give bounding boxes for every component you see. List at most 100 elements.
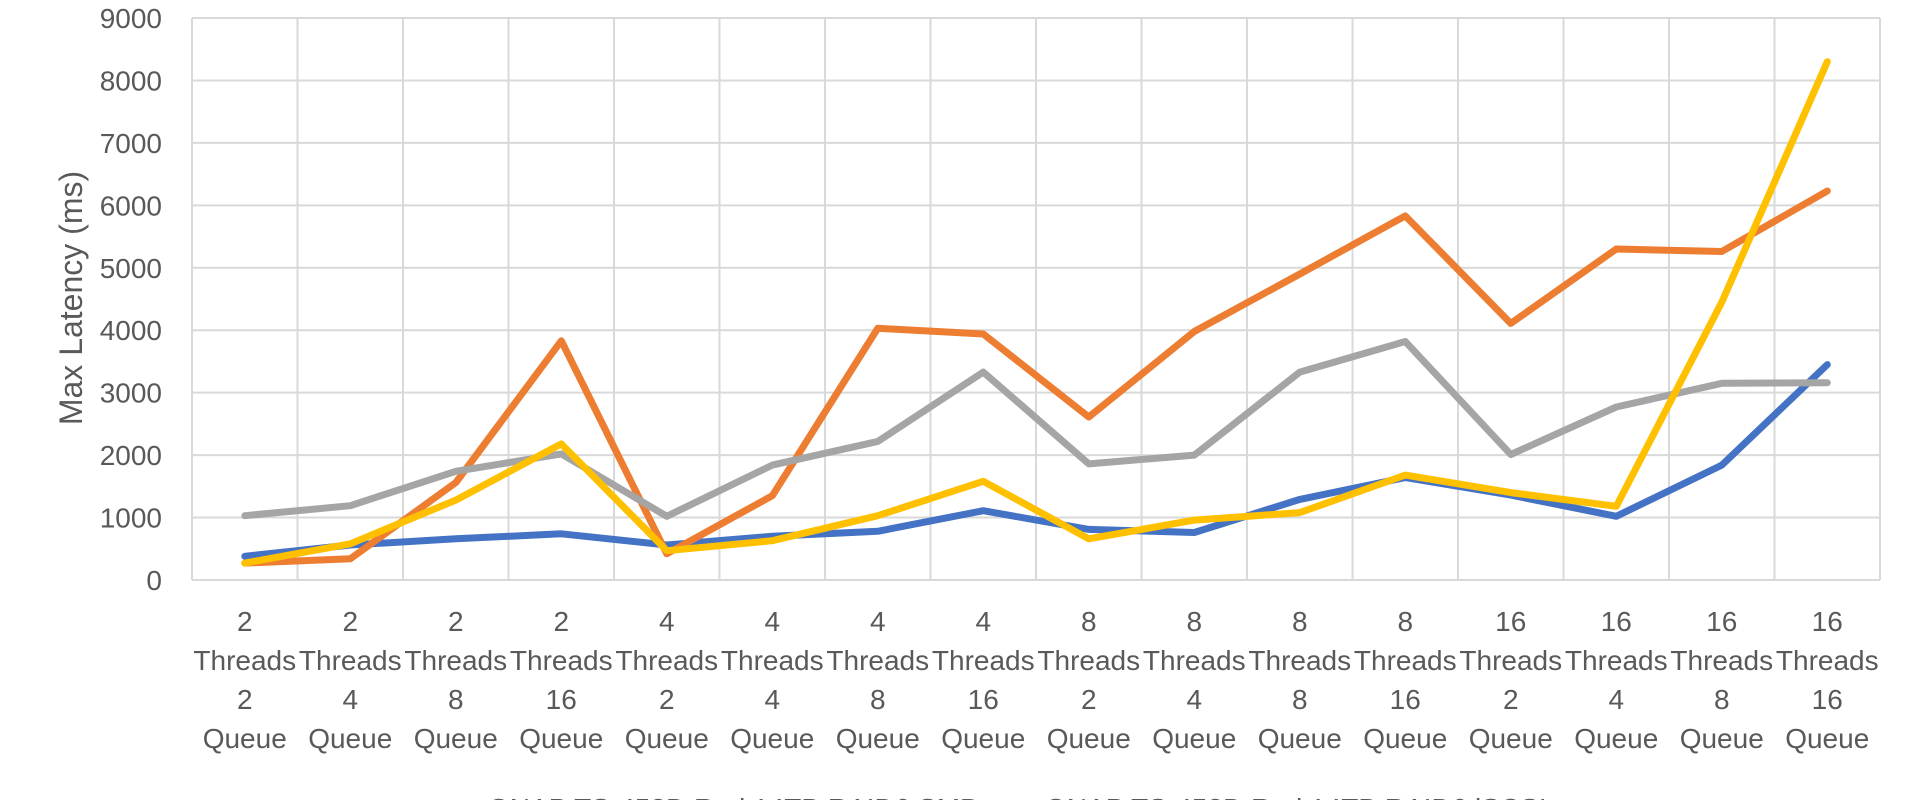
y-tick-label: 7000: [100, 128, 162, 159]
x-tick-label-line: Threads: [932, 645, 1035, 676]
x-tick-label-line: Queue: [1680, 723, 1764, 754]
x-tick-label-line: Queue: [941, 723, 1025, 754]
series-line-2: [241, 187, 1831, 567]
x-tick-label-line: 8: [1714, 684, 1730, 715]
x-tick-label-line: 16: [1812, 606, 1843, 637]
y-axis-ticks: 0 1000 2000 3000 4000 5000 6000 7000 8000 9000: [100, 3, 162, 596]
x-tick-label-line: 4: [764, 684, 780, 715]
x-tick-label: 16 Threads 16 Queue: [1776, 606, 1879, 754]
x-tick-label: 16 Threads 8 Queue: [1670, 606, 1773, 754]
x-tick-label-line: Queue: [1785, 723, 1869, 754]
x-tick-label-line: 2: [1081, 684, 1097, 715]
series-line-1: [241, 361, 1831, 560]
y-tick-label: 0: [146, 565, 162, 596]
series-line-3: [241, 338, 1831, 520]
x-tick-label-line: 2: [237, 684, 253, 715]
x-tick-label-line: Queue: [1152, 723, 1236, 754]
x-tick-label: 4 Threads 16 Queue: [932, 606, 1035, 754]
x-tick-label-line: 16: [1812, 684, 1843, 715]
x-tick-label-line: Threads: [299, 645, 402, 676]
legend: QNAP TS-453D Red 14TB RAID6 SMB QNAP TS-4…: [488, 793, 1547, 800]
x-tick-label: 2 Threads 8 Queue: [404, 606, 507, 754]
x-tick-label-line: Queue: [1363, 723, 1447, 754]
y-axis-title: Max Latency (ms): [53, 171, 89, 425]
x-tick-label-line: 16: [1706, 606, 1737, 637]
x-tick-label-line: Threads: [1143, 645, 1246, 676]
x-tick-label-line: 16: [1495, 606, 1526, 637]
x-tick-label-line: 16: [1390, 684, 1421, 715]
x-tick-label-line: Threads: [1670, 645, 1773, 676]
series-line-4: [241, 58, 1831, 567]
x-tick-label-line: 8: [1292, 606, 1308, 637]
x-tick-label: 8 Threads 2 Queue: [1037, 606, 1140, 754]
y-tick-label: 4000: [100, 315, 162, 346]
x-tick-label-line: Queue: [1258, 723, 1342, 754]
x-tick-label-line: Queue: [519, 723, 603, 754]
x-tick-label-line: Threads: [193, 645, 296, 676]
x-tick-label-line: 4: [764, 606, 780, 637]
legend-entry: QNAP TS-453D Red 14TB RAID6 iSCSI: [1045, 793, 1547, 800]
x-tick-label-line: Queue: [308, 723, 392, 754]
y-tick-label: 9000: [100, 3, 162, 34]
x-tick-label-line: Threads: [404, 645, 507, 676]
x-tick-label-line: 2: [1503, 684, 1519, 715]
x-tick-label: 2 Threads 2 Queue: [193, 606, 296, 754]
x-tick-label: 8 Threads 4 Queue: [1143, 606, 1246, 754]
x-axis-ticks: 2 Threads 2 Queue 2 Threads 4 Queue 2 Threads 8 Que…: [193, 606, 1878, 754]
legend-entry: QNAP TS-453D Red 14TB RAID6 SMB: [488, 793, 979, 800]
y-tick-label: 5000: [100, 253, 162, 284]
x-tick-label-line: 8: [1186, 606, 1202, 637]
x-tick-label-line: 2: [659, 684, 675, 715]
y-tick-label: 6000: [100, 190, 162, 221]
x-tick-label-line: 4: [1186, 684, 1202, 715]
x-tick-label-line: Threads: [721, 645, 824, 676]
y-tick-label: 2000: [100, 440, 162, 471]
x-tick-label-line: 4: [342, 684, 358, 715]
x-tick-label: 4 Threads 2 Queue: [615, 606, 718, 754]
x-tick-label: 2 Threads 4 Queue: [299, 606, 402, 754]
y-tick-label: 1000: [100, 503, 162, 534]
x-tick-label: 16 Threads 4 Queue: [1565, 606, 1668, 754]
x-tick-label-line: Queue: [625, 723, 709, 754]
x-tick-label: 16 Threads 2 Queue: [1459, 606, 1562, 754]
x-tick-label-line: 8: [1292, 684, 1308, 715]
x-tick-label-line: 2: [342, 606, 358, 637]
x-tick-label-line: Threads: [1037, 645, 1140, 676]
y-tick-label: 8000: [100, 65, 162, 96]
x-tick-label-line: Queue: [1047, 723, 1131, 754]
x-tick-label-line: Queue: [414, 723, 498, 754]
x-tick-label-line: Threads: [1354, 645, 1457, 676]
x-tick-label-line: 4: [870, 606, 886, 637]
x-tick-label-line: 4: [975, 606, 991, 637]
x-tick-label-line: 4: [659, 606, 675, 637]
x-tick-label-line: Threads: [615, 645, 718, 676]
x-tick-label-line: Threads: [1565, 645, 1668, 676]
x-tick-label-line: 16: [546, 684, 577, 715]
x-tick-label-line: Queue: [1574, 723, 1658, 754]
x-tick-label: 8 Threads 8 Queue: [1248, 606, 1351, 754]
x-tick-label-line: Threads: [1459, 645, 1562, 676]
x-tick-label-line: 8: [1397, 606, 1413, 637]
x-tick-label-line: 2: [553, 606, 569, 637]
x-tick-label-line: 8: [1081, 606, 1097, 637]
x-tick-label-line: 8: [870, 684, 886, 715]
x-tick-label-line: Threads: [1776, 645, 1879, 676]
x-tick-label-line: 16: [968, 684, 999, 715]
x-tick-label-line: 8: [448, 684, 464, 715]
x-tick-label: 2 Threads 16 Queue: [510, 606, 613, 754]
x-tick-label-line: 2: [448, 606, 464, 637]
x-tick-label: 4 Threads 4 Queue: [721, 606, 824, 754]
x-tick-label-line: 4: [1608, 684, 1624, 715]
gridlines: [191, 17, 1881, 581]
series-lines: [241, 58, 1831, 567]
y-tick-label: 3000: [100, 378, 162, 409]
x-tick-label-line: Queue: [203, 723, 287, 754]
x-tick-label-line: 16: [1601, 606, 1632, 637]
x-tick-label-line: Queue: [1469, 723, 1553, 754]
x-tick-label-line: Queue: [836, 723, 920, 754]
x-tick-label-line: 2: [237, 606, 253, 637]
x-tick-label-line: Queue: [730, 723, 814, 754]
x-tick-label: 4 Threads 8 Queue: [826, 606, 929, 754]
